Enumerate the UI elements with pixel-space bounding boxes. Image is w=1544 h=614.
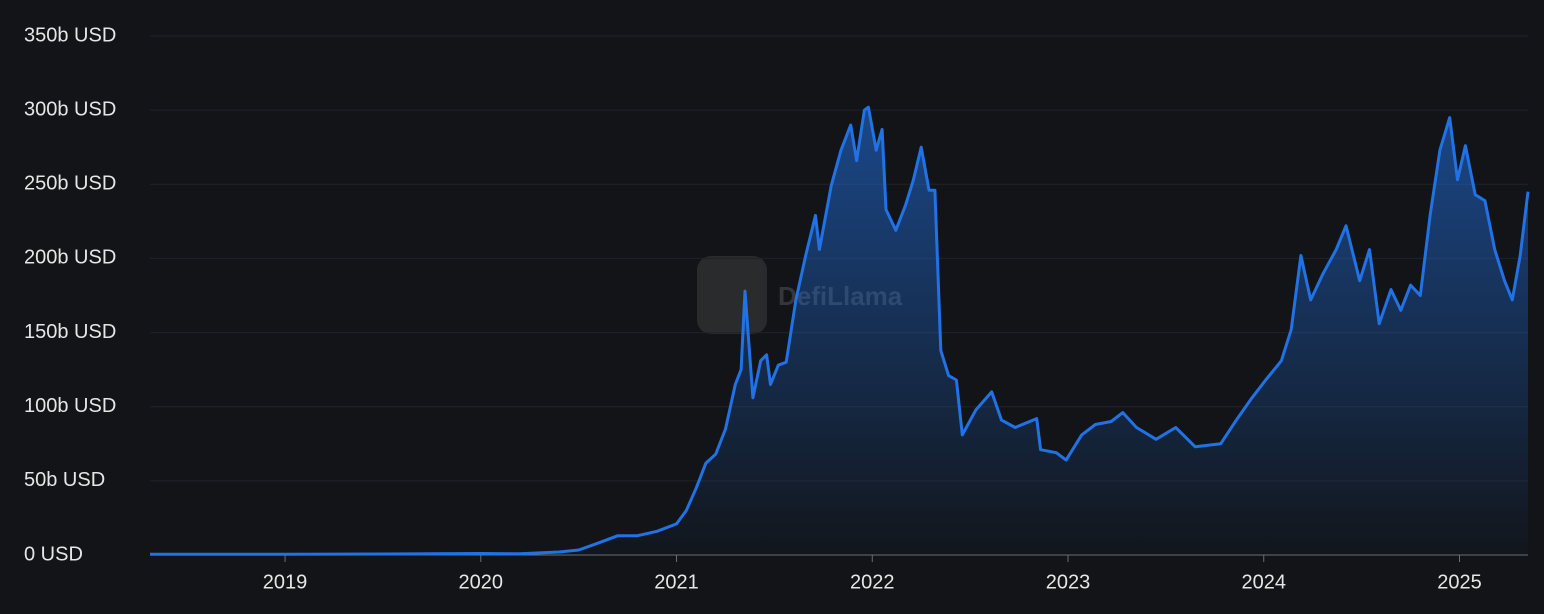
y-tick-label: 300b USD (24, 98, 116, 120)
x-tick-label: 2019 (263, 571, 308, 593)
x-tick-label: 2023 (1046, 571, 1091, 593)
y-tick-label: 50b USD (24, 469, 105, 491)
x-tick-label: 2021 (654, 571, 699, 593)
x-tick-label: 2022 (850, 571, 895, 593)
line (150, 105, 1530, 556)
y-tick-label: 250b USD (24, 173, 116, 195)
y-tick-label: 100b USD (24, 395, 116, 417)
y-tick-label: 350b USD (24, 24, 116, 46)
x-tick-label: 2020 (459, 571, 504, 593)
x-tick-label: 2025 (1437, 571, 1482, 593)
y-tick-label: 0 USD (24, 543, 83, 565)
y-tick-label: 150b USD (24, 321, 116, 343)
x-tick-label: 2024 (1242, 571, 1287, 593)
watermark-icon (697, 256, 767, 334)
y-tick-label: 200b USD (24, 247, 116, 269)
area (150, 107, 1528, 555)
